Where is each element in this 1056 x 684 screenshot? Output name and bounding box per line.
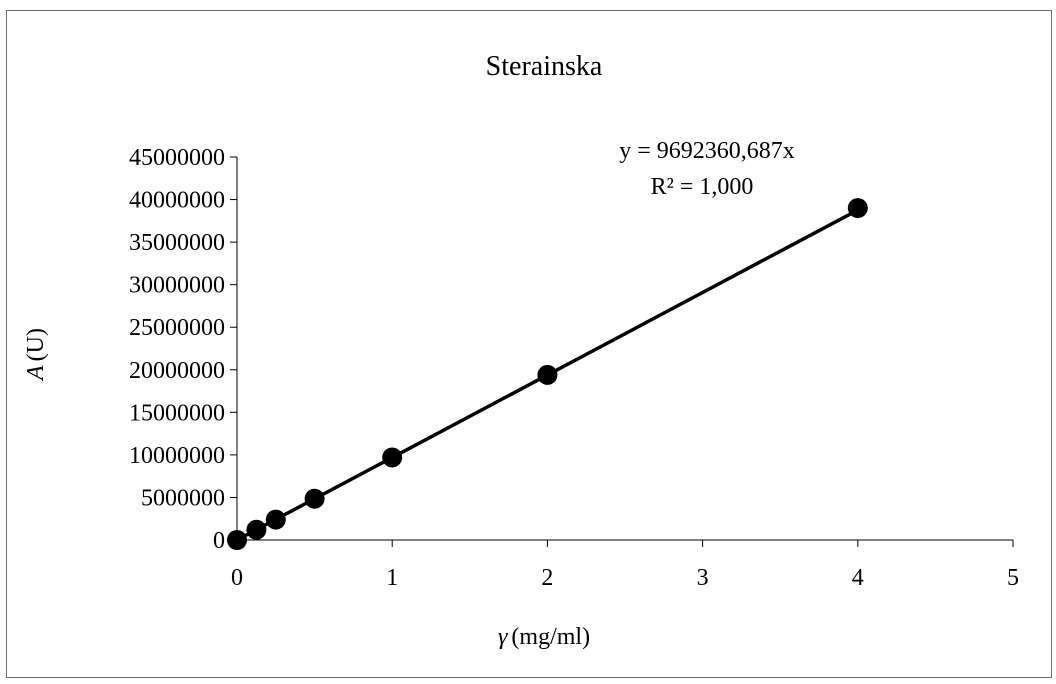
y-tick-label: 20000000 bbox=[129, 358, 225, 384]
x-axis-title: γ (mg/ml) bbox=[498, 624, 590, 650]
r-squared-label: R² = 1,000 bbox=[651, 174, 754, 200]
data-point bbox=[246, 519, 267, 540]
y-tick-label: 5000000 bbox=[141, 485, 225, 511]
chart-title: Sterainska bbox=[486, 51, 603, 82]
y-tick-label: 10000000 bbox=[129, 443, 225, 469]
trendline-equation: y = 9692360,687x bbox=[619, 138, 795, 164]
y-axis-unit: (U) bbox=[23, 328, 49, 361]
data-points bbox=[227, 198, 868, 550]
data-point bbox=[265, 509, 286, 530]
x-axis-unit: (mg/ml) bbox=[511, 624, 590, 650]
y-tick-label: 25000000 bbox=[129, 315, 225, 341]
y-axis-symbol: A bbox=[23, 365, 49, 382]
y-tick-label: 35000000 bbox=[129, 230, 225, 256]
x-axis: 0 1 2 3 4 5 bbox=[231, 539, 1019, 591]
y-tick-label: 40000000 bbox=[129, 188, 225, 214]
data-point bbox=[304, 488, 325, 509]
y-axis-title: A (U) bbox=[23, 328, 49, 382]
chart-area: Sterainska y = 9692360,687x R² = 1,000 0… bbox=[6, 10, 1052, 678]
x-tick-label: 5 bbox=[1007, 565, 1019, 591]
data-point bbox=[847, 198, 868, 219]
data-point bbox=[227, 530, 247, 550]
x-axis-symbol: γ bbox=[498, 624, 508, 650]
y-axis: 0 5000000 10000000 15000000 20000000 25000000… bbox=[129, 145, 238, 554]
data-point bbox=[537, 364, 558, 385]
y-tick-label: 45000000 bbox=[129, 145, 225, 171]
y-tick-label: 15000000 bbox=[129, 400, 225, 426]
x-tick-label: 1 bbox=[386, 565, 398, 591]
x-tick-label: 2 bbox=[541, 565, 553, 591]
x-tick-label: 3 bbox=[697, 565, 709, 591]
y-tick-label: 0 bbox=[213, 528, 225, 554]
y-tick-label: 30000000 bbox=[129, 273, 225, 299]
x-tick-label: 4 bbox=[852, 565, 864, 591]
chart-svg: Sterainska y = 9692360,687x R² = 1,000 0… bbox=[23, 51, 1019, 650]
x-tick-label: 0 bbox=[231, 565, 243, 591]
data-point bbox=[382, 447, 403, 468]
